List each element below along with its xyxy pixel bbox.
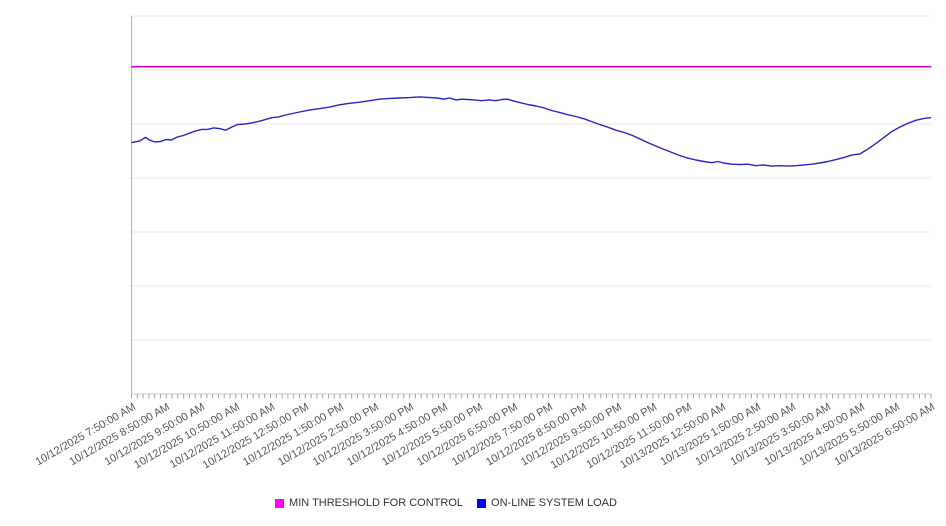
- load-line: [131, 96, 932, 167]
- legend-swatch-magenta-icon: [275, 498, 285, 508]
- legend-item-min-threshold: MIN THRESHOLD FOR CONTROL: [275, 497, 463, 509]
- legend: MIN THRESHOLD FOR CONTROL ON-LINE SYSTEM…: [0, 497, 892, 509]
- legend-item-online-system-load: ON-LINE SYSTEM LOAD: [477, 497, 617, 509]
- legend-label-online-system-load: ON-LINE SYSTEM LOAD: [491, 497, 617, 509]
- legend-label-min-threshold: MIN THRESHOLD FOR CONTROL: [289, 497, 464, 509]
- legend-swatch-blue-icon: [477, 498, 487, 508]
